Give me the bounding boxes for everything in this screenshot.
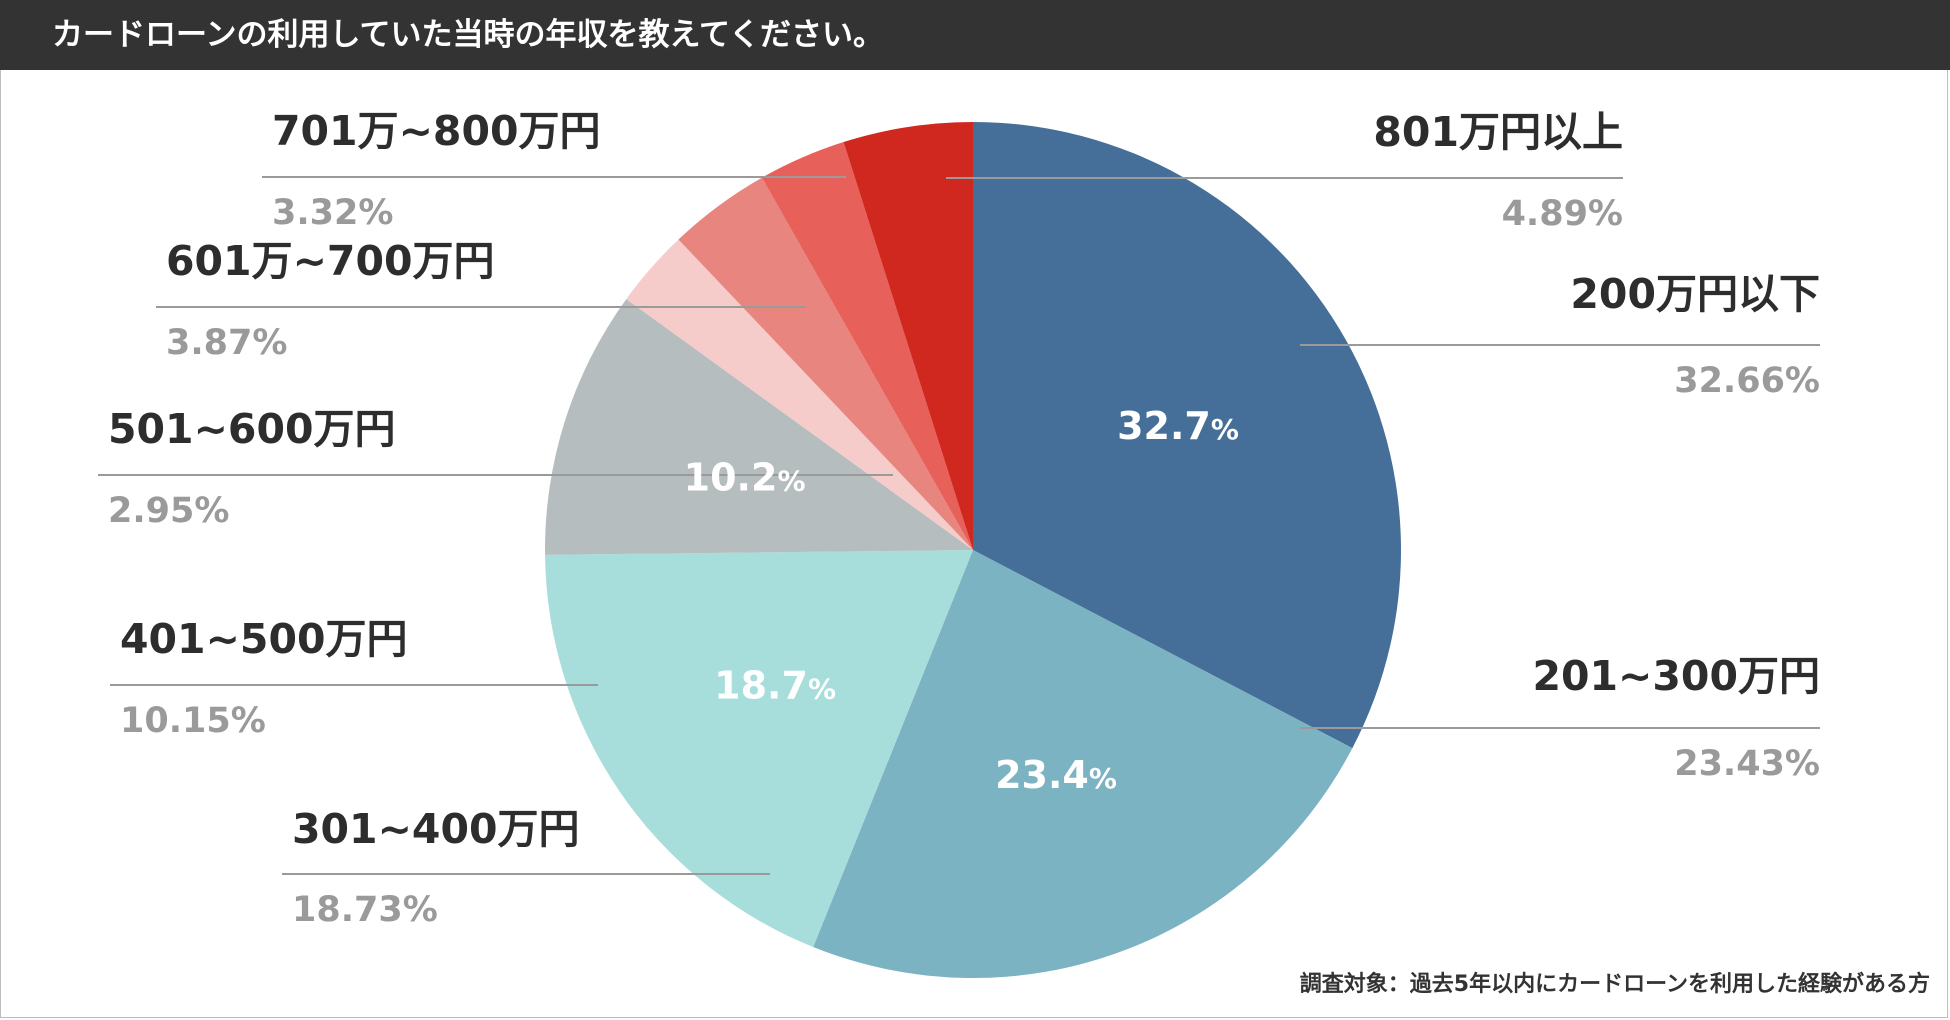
slice-labels: 32.7%200万円以下32.66%23.4%201~300万円23.43%18…: [108, 107, 1820, 930]
slice-percent-label: 3.32%: [272, 193, 393, 233]
pie-slice: [545, 299, 973, 555]
survey-footnote: 調査対象：過去5年以内にカードローンを利用した経験がある方: [1299, 972, 1930, 997]
slice-category-label: 200万円以下: [1570, 270, 1820, 318]
slice-percent-label: 10.15%: [120, 701, 266, 741]
slice-category-label: 501~600万円: [108, 405, 396, 453]
slice-percent-label: 3.87%: [166, 323, 287, 363]
slice-percent-label: 18.73%: [292, 890, 438, 930]
pie-slice: [545, 550, 973, 948]
slice-percent-label: 4.89%: [1502, 194, 1623, 234]
slice-percent-label: 2.95%: [108, 491, 229, 531]
slice-percent-label: 23.43%: [1674, 744, 1820, 784]
slice-percent-label: 32.66%: [1674, 361, 1820, 401]
slice-category-label: 601万~700万円: [166, 237, 495, 285]
slice-category-label: 701万~800万円: [272, 107, 601, 155]
pie-slice: [973, 122, 1402, 749]
pie-slice: [761, 142, 973, 551]
chart-title: カードローンの利用していた当時の年収を教えてください。: [52, 17, 885, 53]
header-bar: カードローンの利用していた当時の年収を教えてください。: [0, 0, 1950, 70]
slice-category-label: 301~400万円: [292, 805, 580, 853]
pie-slice: [843, 122, 973, 550]
pie-slice: [678, 177, 973, 550]
slice-category-label: 801万円以上: [1373, 108, 1623, 156]
pie-slice: [813, 550, 1353, 979]
slice-category-label: 201~300万円: [1532, 652, 1820, 700]
pie-slice: [626, 239, 973, 551]
leader-lines: [98, 176, 1820, 875]
slice-category-label: 401~500万円: [120, 615, 408, 663]
pie-slices: [545, 122, 1402, 979]
